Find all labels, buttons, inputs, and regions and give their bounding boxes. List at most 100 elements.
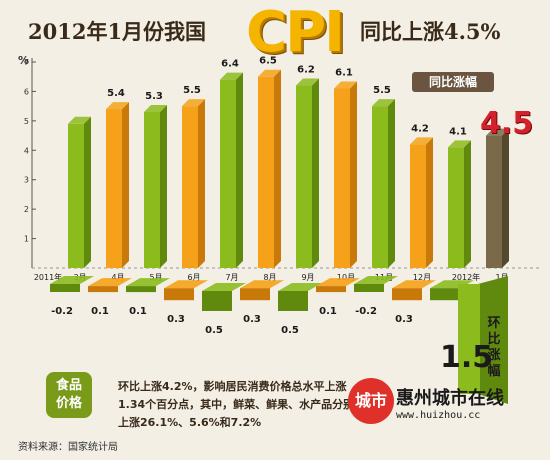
mom-bar-top xyxy=(202,283,246,291)
yoy-bar-top xyxy=(334,81,357,89)
yoy-bar-top xyxy=(448,140,471,148)
mom-bar-top xyxy=(164,280,208,289)
mom-bar-top xyxy=(126,278,170,287)
mom-bar xyxy=(316,286,346,293)
title-cpi: CPI xyxy=(246,0,345,65)
yoy-bar-side xyxy=(388,99,395,269)
yoy-bar-side xyxy=(236,72,243,269)
y-tick-label: 6 xyxy=(24,87,29,96)
yoy-bar-side xyxy=(160,105,167,269)
mom-value-label: 0.3 xyxy=(167,314,185,325)
y-tick-label: 2 xyxy=(24,205,29,214)
mom-bar xyxy=(50,284,80,292)
mom-bar xyxy=(430,288,460,301)
yoy-bar xyxy=(106,109,122,268)
mom-bar xyxy=(164,288,194,301)
yoy-value-label: 6.5 xyxy=(259,56,277,67)
x-tick-label: 6月 xyxy=(187,273,200,282)
yoy-bar-top xyxy=(182,99,205,107)
y-tick-label: 4 xyxy=(24,146,29,155)
mom-bar xyxy=(88,286,118,293)
mom-bar-top xyxy=(392,280,436,289)
yoy-bar xyxy=(334,88,350,268)
city-logo: 城市 xyxy=(348,378,394,424)
food-label-2: 价格 xyxy=(55,396,82,411)
yoy-bar-top xyxy=(486,128,509,136)
yoy-bar-side xyxy=(198,99,205,269)
yoy-value-label: 6.1 xyxy=(335,67,353,78)
yoy-bar-side xyxy=(122,102,129,268)
mom-bar-top xyxy=(50,276,94,284)
yoy-bar-top xyxy=(68,116,91,124)
yoy-value-label: 6.4 xyxy=(221,59,239,70)
yoy-bar-side xyxy=(502,128,509,268)
site-name: 惠州城市在线 xyxy=(396,388,504,409)
y-axis-unit: % xyxy=(18,54,29,67)
mom-value-label: 0.1 xyxy=(129,306,147,317)
yoy-bar-side xyxy=(312,78,319,269)
yoy-bar xyxy=(448,147,464,268)
data-source: 资料来源：国家统计局 xyxy=(18,442,118,453)
yoy-bar-top xyxy=(220,72,243,80)
yoy-value-label: 5.5 xyxy=(183,85,201,96)
x-tick-label: 8月 xyxy=(263,273,276,282)
mom-bar xyxy=(354,284,384,292)
mom-bar xyxy=(240,288,270,301)
yoy-bar-top xyxy=(410,137,433,145)
yoy-bar xyxy=(68,123,84,268)
mom-bar-top xyxy=(354,276,398,284)
y-tick-label: 3 xyxy=(24,176,29,185)
yoy-bar-side xyxy=(84,116,91,268)
yoy-bar-top xyxy=(258,69,281,77)
mom-value-label: 0.1 xyxy=(319,306,337,317)
x-tick-label: 5月 xyxy=(149,273,162,282)
mom-bar-top xyxy=(316,278,360,287)
yoy-value-label: 5.5 xyxy=(373,85,391,96)
mom-bar-top xyxy=(240,280,284,289)
mom-bar xyxy=(392,288,422,301)
mom-label: 环比涨幅 xyxy=(487,316,501,379)
yoy-bar xyxy=(486,135,502,268)
y-tick-label: 1 xyxy=(24,235,29,244)
yoy-bar-side xyxy=(274,69,281,268)
yoy-bar-top xyxy=(296,78,319,86)
x-tick-label: 12月 xyxy=(413,273,431,282)
mom-bar xyxy=(126,286,156,293)
yoy-bar-side xyxy=(350,81,357,268)
mom-bar xyxy=(458,284,480,394)
mom-value-label: -0.2 xyxy=(355,306,377,317)
mom-value-label: -0.2 xyxy=(51,306,73,317)
mom-value-label: 0.3 xyxy=(243,314,261,325)
mom-bar xyxy=(278,291,308,311)
mom-bar xyxy=(202,291,232,311)
x-tick-label: 10月 xyxy=(337,273,355,282)
food-price-box: 食品 价格 xyxy=(46,372,92,418)
x-tick-label: 2011年 xyxy=(34,272,62,282)
mom-bar-side xyxy=(478,276,508,404)
yoy-bar-side xyxy=(426,137,433,268)
chart-title: 2012年1月份我国 CPI 同比上涨4.5% xyxy=(0,0,550,65)
yoy-bar-top xyxy=(372,99,395,107)
yoy-value-label: 4.1 xyxy=(449,126,467,137)
yoy-value-label: 4.2 xyxy=(411,123,429,134)
y-tick-label: 7 xyxy=(24,58,29,67)
x-tick-label: 4月 xyxy=(111,273,124,282)
yoy-bar xyxy=(258,76,274,268)
yoy-bar xyxy=(296,85,312,269)
yoy-bar xyxy=(144,112,160,269)
latest-yoy-value: 4.5 xyxy=(480,106,534,141)
mom-value-label: 0.5 xyxy=(281,325,299,336)
yoy-bar-side xyxy=(464,140,471,268)
yoy-bar xyxy=(410,144,426,268)
yoy-bar-top xyxy=(106,102,129,110)
mom-bar-top xyxy=(278,283,322,291)
yoy-value-label: 5.4 xyxy=(107,88,125,99)
mom-value-label: 0.5 xyxy=(205,325,223,336)
yoy-value-label: 5.3 xyxy=(145,91,163,102)
yoy-bar xyxy=(372,106,388,269)
yoy-badge: 同比涨幅 xyxy=(412,72,494,92)
mom-value-label: 0.3 xyxy=(395,314,413,325)
title-left: 2012年1月份我国 xyxy=(28,19,207,44)
x-tick-label: 9月 xyxy=(301,273,314,282)
